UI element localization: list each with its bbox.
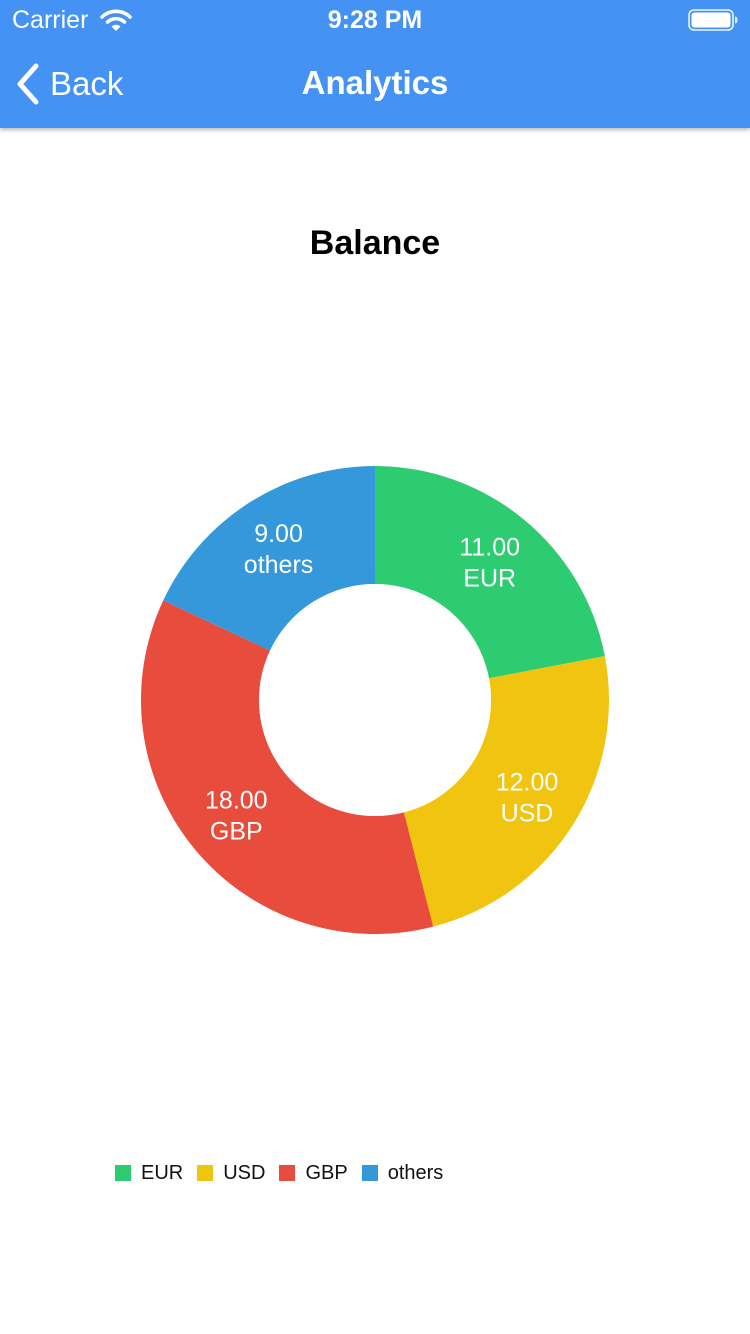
chart-title: Balance	[309, 224, 441, 262]
chart-legend: EUR USD GBP others	[115, 1160, 457, 1186]
top-bar: Carrier 9:28 PM Back Analytics	[0, 0, 750, 128]
legend-item-eur[interactable]: EUR	[115, 1162, 183, 1185]
back-button[interactable]: Back	[14, 60, 123, 108]
donut-hole	[259, 584, 491, 816]
status-time: 9:28 PM	[327, 6, 423, 34]
inner-ring-usd	[405, 674, 510, 831]
slice-category-label: EUR	[463, 564, 516, 592]
inner-ring-others	[253, 565, 376, 649]
donut-slice-usd[interactable]	[403, 656, 610, 927]
legend-label: GBP	[305, 1161, 348, 1184]
wifi-icon	[100, 9, 132, 31]
legend-swatch	[279, 1165, 296, 1181]
legend-swatch	[197, 1165, 214, 1181]
inner-ring-gbp	[240, 642, 409, 835]
carrier-label: Carrier	[12, 6, 89, 34]
donut-slice-gbp[interactable]	[141, 600, 434, 934]
slice-category-label: USD	[501, 799, 554, 827]
battery-icon	[688, 9, 738, 31]
legend-swatch	[361, 1165, 378, 1181]
slice-category-label: others	[244, 551, 313, 579]
legend-label: EUR	[141, 1161, 184, 1184]
slice-value-label: 11.00	[459, 533, 520, 561]
navigation-bar: Back Analytics	[0, 40, 750, 128]
legend-item-gbp[interactable]: GBP	[279, 1161, 348, 1185]
donut-slice-eur[interactable]	[375, 466, 605, 679]
donut-slice-others[interactable]	[163, 466, 375, 651]
legend-label: others	[387, 1161, 444, 1184]
legend-item-usd[interactable]: USD	[197, 1162, 265, 1185]
inner-ring-eur	[374, 565, 508, 678]
slice-category-label: GBP	[210, 818, 263, 846]
legend-label: USD	[223, 1161, 266, 1184]
slice-value-label: 18.00	[205, 787, 268, 815]
slice-value-label: 9.00	[254, 520, 303, 548]
legend-swatch	[115, 1165, 131, 1181]
back-label: Back	[50, 65, 124, 102]
nav-title: Analytics	[301, 64, 449, 101]
status-bar: Carrier 9:28 PM	[0, 0, 750, 40]
legend-item-others[interactable]: others	[361, 1161, 444, 1185]
chevron-left-icon	[17, 63, 39, 105]
slice-value-label: 12.00	[496, 768, 559, 796]
